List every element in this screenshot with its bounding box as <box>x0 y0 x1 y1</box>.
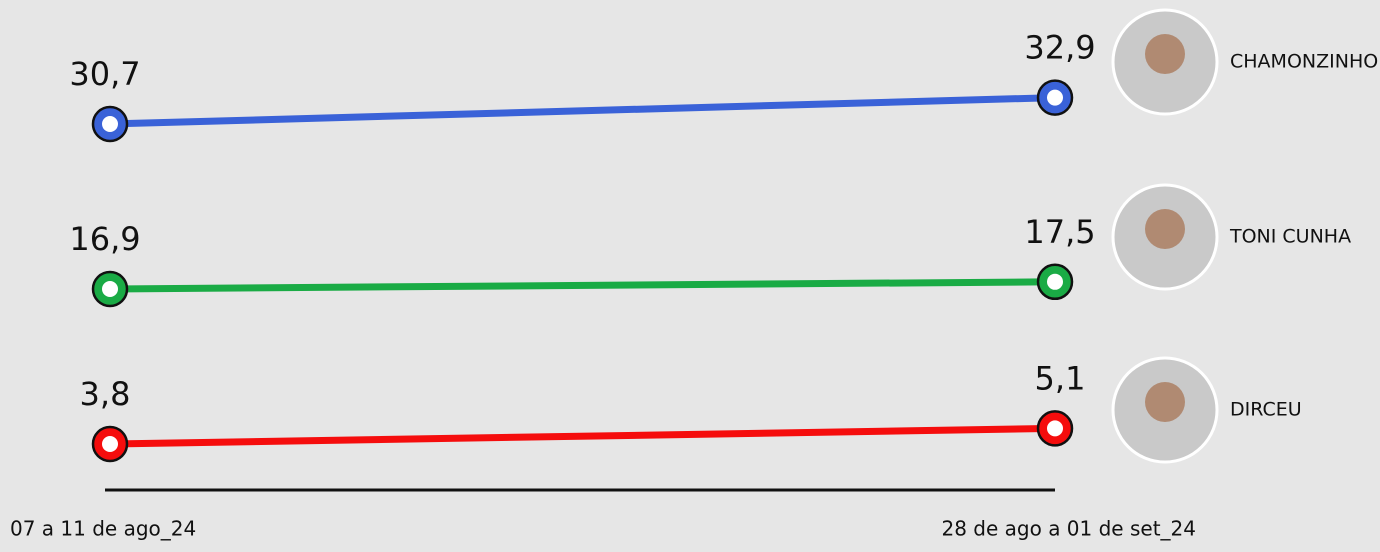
value-label: 17,5 <box>1024 213 1095 251</box>
series-name: TONI CUNHA <box>1229 226 1351 248</box>
point-hole <box>102 281 118 297</box>
series-name: DIRCEU <box>1230 399 1302 421</box>
point-hole <box>1047 90 1063 106</box>
chart: 07 a 11 de ago_24 28 de ago a 01 de set_2… <box>0 0 1380 552</box>
photo-head <box>1145 382 1185 422</box>
point-hole <box>1047 274 1063 290</box>
series-name: CHAMONZINHO <box>1230 51 1378 73</box>
value-label: 3,8 <box>80 375 131 413</box>
x-tick-label: 28 de ago a 01 de set_24 <box>941 517 1196 541</box>
value-label: 16,9 <box>69 220 140 258</box>
photo-head <box>1145 209 1185 249</box>
value-label: 30,7 <box>69 55 140 93</box>
photo-head <box>1145 34 1185 74</box>
point-hole <box>102 436 118 452</box>
x-tick-label: 07 a 11 de ago_24 <box>10 517 196 541</box>
point-hole <box>1047 420 1063 436</box>
value-label: 5,1 <box>1035 359 1086 397</box>
point-hole <box>102 116 118 132</box>
value-label: 32,9 <box>1024 29 1095 67</box>
